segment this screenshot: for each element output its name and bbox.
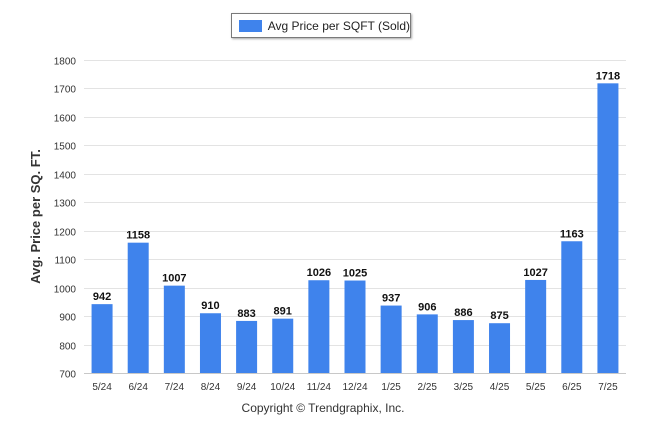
x-tick-label: 7/25 <box>598 382 618 393</box>
x-tick-label: 4/25 <box>490 382 510 393</box>
data-label: 875 <box>490 310 508 322</box>
x-tick-label: 9/24 <box>237 382 257 393</box>
bar <box>272 318 294 373</box>
data-label: 942 <box>93 291 111 303</box>
data-label: 883 <box>237 308 255 320</box>
x-tick-label: 7/24 <box>165 382 185 393</box>
y-tick-label: 1600 <box>54 114 77 125</box>
bar <box>561 241 583 373</box>
y-tick-label: 900 <box>59 313 76 324</box>
y-tick-label: 1700 <box>54 85 77 96</box>
x-tick-label: 6/25 <box>562 382 582 393</box>
data-label: 1027 <box>523 267 547 279</box>
y-tick-label: 800 <box>59 342 76 353</box>
y-tick-label: 1300 <box>54 199 77 210</box>
x-tick-label: 2/25 <box>418 382 438 393</box>
y-tick-label: 1400 <box>54 171 77 182</box>
bar <box>525 279 547 373</box>
x-tick-label: 5/25 <box>526 382 546 393</box>
data-label: 1025 <box>343 268 367 280</box>
bar <box>380 305 402 373</box>
y-tick-label: 700 <box>59 370 76 381</box>
data-label: 886 <box>454 307 472 319</box>
data-label: 1158 <box>126 230 150 242</box>
x-tick-label: 5/24 <box>92 382 112 393</box>
copyright-text: Copyright © Trendgraphix, Inc. <box>241 401 405 415</box>
data-label: 1718 <box>596 70 620 82</box>
data-label: 891 <box>274 306 292 318</box>
legend-swatch <box>239 19 262 32</box>
legend-label: Avg Price per SQFT (Sold) <box>267 18 410 33</box>
bar <box>452 320 474 373</box>
x-tick-label: 8/24 <box>201 382 221 393</box>
data-label: 910 <box>201 300 219 312</box>
data-label: 1007 <box>162 273 186 285</box>
x-tick-label: 11/24 <box>307 382 332 393</box>
bar <box>489 323 511 373</box>
bar <box>597 83 619 373</box>
x-tick-label: 12/24 <box>342 382 367 393</box>
bar <box>199 313 221 373</box>
y-tick-label: 1000 <box>54 285 77 296</box>
x-tick-label: 10/24 <box>270 382 295 393</box>
bar <box>308 280 330 373</box>
x-tick-label: 3/25 <box>454 382 474 393</box>
y-tick-label: 1800 <box>54 57 77 68</box>
data-label: 906 <box>418 301 436 313</box>
bar <box>163 285 185 373</box>
y-tick-label: 1200 <box>54 228 77 239</box>
data-label: 1163 <box>560 228 584 240</box>
x-tick-label: 6/24 <box>128 382 148 393</box>
y-tick-label: 1500 <box>54 142 77 153</box>
legend: Avg Price per SQFT (Sold) <box>231 13 411 38</box>
y-axis-label: Avg. Price per SQ. FT. <box>28 149 43 284</box>
x-tick-label: 1/25 <box>381 382 401 393</box>
y-tick-label: 1100 <box>54 256 76 267</box>
data-label: 937 <box>382 293 400 305</box>
bar <box>344 280 366 373</box>
data-label: 1026 <box>307 267 331 279</box>
bar <box>91 304 113 373</box>
bar <box>236 320 258 373</box>
bar <box>416 314 438 373</box>
bar <box>127 242 149 373</box>
